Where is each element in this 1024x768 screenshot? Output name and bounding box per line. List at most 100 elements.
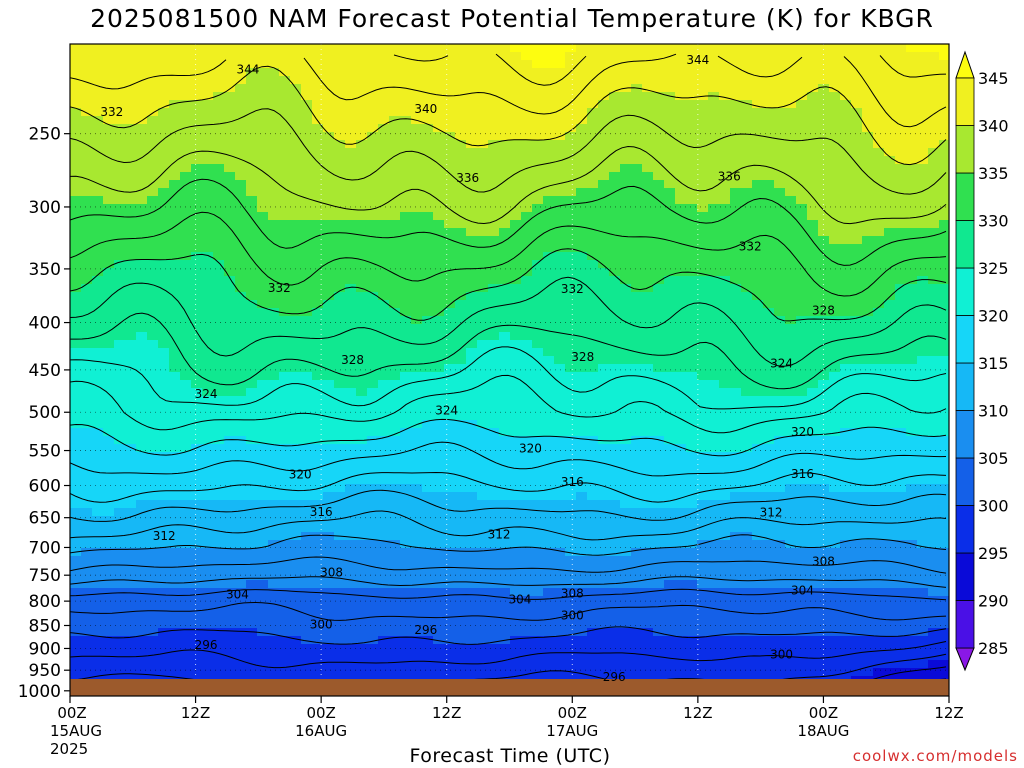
contour-label: 300 xyxy=(310,618,333,632)
colorbar-label: 310 xyxy=(978,402,1009,421)
y-axis: 250 300 350 400 450 500 550 600 650 700 750 800 850 9… xyxy=(18,125,70,702)
contour-302 xyxy=(70,601,947,621)
contour-label: 344 xyxy=(236,62,259,76)
contour-label: 308 xyxy=(812,555,835,569)
contour-label: 308 xyxy=(320,566,343,580)
x-tick-label: 12Z xyxy=(683,704,712,722)
x-tick-date: 17AUG xyxy=(546,722,598,740)
contour-298 xyxy=(70,641,947,669)
contour-332 xyxy=(70,211,947,297)
contour-338 xyxy=(70,108,947,195)
contour-label: 324 xyxy=(435,404,458,418)
x-tick-label: 00Z xyxy=(57,704,86,722)
contour-label: 312 xyxy=(760,506,783,520)
contour-label: 328 xyxy=(571,350,594,364)
colorbar-label: 300 xyxy=(978,497,1009,516)
contour-324 xyxy=(70,346,947,410)
colorbar-high-arrow xyxy=(955,50,975,79)
y-tick-label: 350 xyxy=(29,260,61,280)
colorbar-segment xyxy=(955,315,975,364)
contour-label: 300 xyxy=(770,648,793,662)
contour-label: 320 xyxy=(519,441,542,455)
colorbar-segment xyxy=(955,267,975,316)
contour-label: 328 xyxy=(812,303,835,317)
contour-label: 340 xyxy=(414,102,437,116)
contour-label: 304 xyxy=(226,588,249,602)
contour-300 xyxy=(70,626,947,645)
x-tick-year: 2025 xyxy=(50,740,88,758)
contour-label: 300 xyxy=(561,608,584,622)
colorbar-label: 335 xyxy=(978,164,1009,183)
contour-label: 308 xyxy=(561,587,584,601)
contour-label: 320 xyxy=(791,425,814,439)
contour-label: 316 xyxy=(791,467,814,481)
colorbar-label: 320 xyxy=(978,307,1009,326)
y-tick-label: 300 xyxy=(29,198,61,218)
contour-label: 332 xyxy=(268,281,291,295)
contour-label: 336 xyxy=(718,169,741,183)
contour-label: 332 xyxy=(739,239,762,253)
colorbar-label: 340 xyxy=(978,117,1009,136)
colorbar-label: 285 xyxy=(978,639,1009,658)
colorbar-segment xyxy=(955,505,975,554)
y-tick-label: 400 xyxy=(29,314,61,334)
theta-contours xyxy=(70,53,947,696)
colorbar-label: 295 xyxy=(978,544,1009,563)
y-tick-label: 550 xyxy=(29,442,61,462)
contour-label: 332 xyxy=(561,282,584,296)
contour-label: 296 xyxy=(603,670,626,684)
colorbar-segment xyxy=(955,77,975,126)
colorbar-low-arrow xyxy=(955,647,975,672)
colorbar-segment xyxy=(955,220,975,269)
contour-308 xyxy=(70,556,947,574)
colorbar-segment xyxy=(955,457,975,506)
colorbar-segment xyxy=(955,362,975,411)
contour-label: 312 xyxy=(488,528,511,542)
contour-330 xyxy=(70,248,947,322)
x-tick-label: 12Z xyxy=(934,704,963,722)
y-tick-label: 900 xyxy=(29,639,61,659)
contour-336 xyxy=(70,145,947,225)
x-tick-label: 12Z xyxy=(181,704,210,722)
x-tick-label: 12Z xyxy=(432,704,461,722)
contour-304 xyxy=(70,588,947,601)
contour-312 xyxy=(70,510,947,541)
contour-334 xyxy=(70,178,947,266)
colorbar-segment xyxy=(955,600,975,649)
contour-label: 304 xyxy=(509,593,532,607)
grid-lines xyxy=(70,44,949,696)
y-tick-label: 250 xyxy=(29,125,61,145)
contour-314 xyxy=(70,489,947,522)
contour-label: 324 xyxy=(770,357,793,371)
colorbar: 285 290 295 300 305 310 315 320 325 330 335 340 345 xyxy=(955,50,1009,672)
colorbar-segment xyxy=(955,125,975,174)
colorbar-segment xyxy=(955,410,975,459)
y-tick-label: 600 xyxy=(29,477,61,497)
colorbar-segment xyxy=(955,552,975,601)
contour-326 xyxy=(70,312,947,390)
y-tick-label: 950 xyxy=(29,661,61,681)
contour-316 xyxy=(70,471,947,503)
colorbar-label: 290 xyxy=(978,592,1009,611)
y-tick-label: 800 xyxy=(29,592,61,612)
contour-320 xyxy=(70,418,947,457)
x-axis-label: Forecast Time (UTC) xyxy=(409,745,611,767)
colorbar-segment xyxy=(955,172,975,221)
terrain-ground xyxy=(70,679,949,696)
x-tick-label: 00Z xyxy=(306,704,335,722)
y-tick-label: 1000 xyxy=(18,682,61,702)
contour-340 xyxy=(70,65,947,166)
colorbar-label: 325 xyxy=(978,259,1009,278)
contour-label: 324 xyxy=(195,387,218,401)
x-tick-label: 00Z xyxy=(809,704,838,722)
chart-title: 2025081500 NAM Forecast Potential Temper… xyxy=(90,4,934,33)
contour-label: 304 xyxy=(791,583,814,597)
y-tick-label: 500 xyxy=(29,403,61,423)
contour-label: 296 xyxy=(414,623,437,637)
contour-310 xyxy=(70,534,947,556)
contour-label: 312 xyxy=(153,529,176,543)
credit-text: coolwx.com/models xyxy=(852,747,1018,765)
x-tick-label: 00Z xyxy=(558,704,587,722)
